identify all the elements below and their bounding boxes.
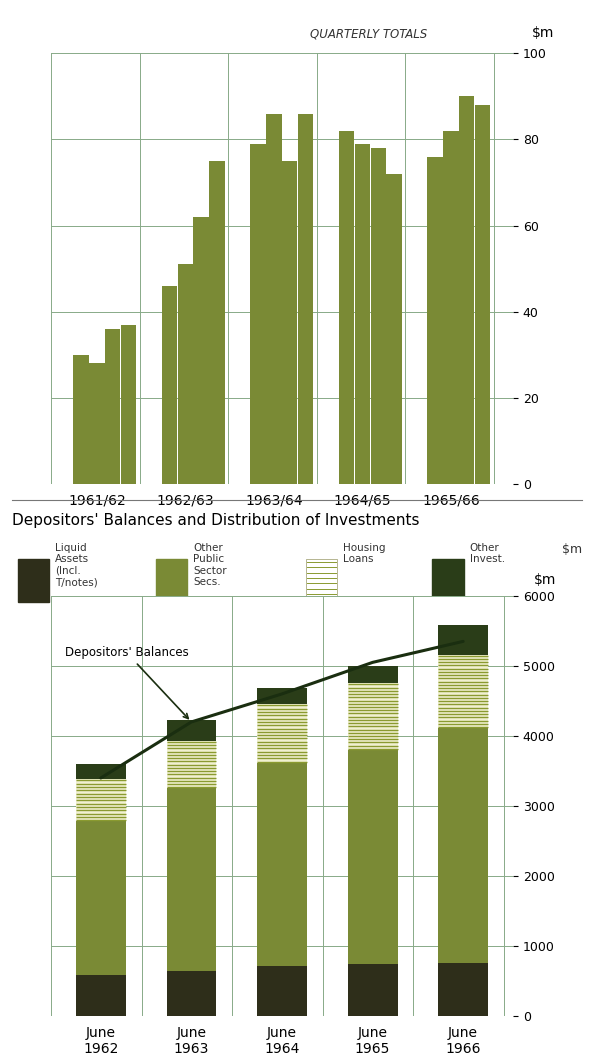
Bar: [161, 286, 177, 484]
Bar: [76, 976, 126, 1016]
Bar: [250, 144, 266, 484]
Text: $m: $m: [562, 543, 582, 555]
Bar: [266, 114, 281, 484]
Bar: [193, 217, 209, 484]
Text: Other
Public
Sector
Secs.: Other Public Sector Secs.: [193, 543, 227, 587]
Bar: [76, 779, 126, 821]
Bar: [438, 963, 488, 1016]
Bar: [167, 741, 217, 788]
Bar: [76, 821, 126, 976]
Bar: [438, 654, 488, 728]
Bar: [371, 148, 386, 484]
Bar: [305, 559, 337, 602]
Bar: [282, 161, 298, 484]
Text: Depositors' Balances: Depositors' Balances: [65, 646, 188, 718]
Bar: [257, 763, 307, 966]
Bar: [121, 325, 136, 484]
Bar: [257, 966, 307, 1016]
Bar: [347, 964, 398, 1016]
Bar: [76, 764, 126, 779]
Bar: [347, 666, 398, 683]
Bar: [167, 720, 217, 741]
Text: Other
Invest.: Other Invest.: [470, 543, 505, 564]
Bar: [347, 683, 398, 750]
Bar: [438, 626, 488, 654]
Text: $m: $m: [532, 27, 554, 40]
Bar: [386, 173, 402, 484]
Bar: [338, 131, 354, 484]
Bar: [167, 788, 217, 970]
Bar: [73, 355, 89, 484]
Text: Liquid
Assets
(Incl.
T/notes): Liquid Assets (Incl. T/notes): [55, 543, 98, 587]
Text: QUARTERLY TOTALS: QUARTERLY TOTALS: [310, 28, 427, 40]
Bar: [475, 105, 490, 484]
Text: Depositors' Balances and Distribution of Investments: Depositors' Balances and Distribution of…: [12, 513, 419, 528]
Bar: [347, 750, 398, 964]
Bar: [209, 161, 225, 484]
Bar: [167, 970, 217, 1016]
Bar: [89, 364, 104, 484]
Bar: [17, 559, 49, 602]
Bar: [459, 97, 475, 484]
Bar: [427, 156, 443, 484]
Bar: [178, 264, 193, 484]
Bar: [443, 131, 458, 484]
Bar: [438, 728, 488, 963]
Bar: [105, 329, 121, 484]
Bar: [432, 559, 464, 602]
Text: $m: $m: [534, 573, 556, 587]
Text: Housing
Loans: Housing Loans: [343, 543, 385, 564]
Bar: [355, 144, 370, 484]
Bar: [257, 688, 307, 704]
Bar: [257, 704, 307, 763]
Bar: [298, 114, 313, 484]
Bar: [156, 559, 187, 602]
